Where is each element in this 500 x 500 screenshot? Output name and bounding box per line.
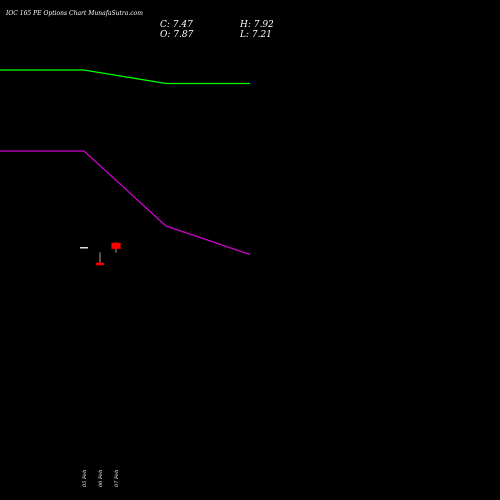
lower-line [0,150,251,256]
low-value: L: 7.21 [239,30,272,40]
date-tick-label: 07 Feb [114,470,120,487]
chart-title: IOC 165 PE Options Chart MunafaSutra.com [5,10,143,17]
high-value: H: 7.92 [239,20,274,30]
candle [95,252,105,266]
candle [80,247,88,249]
line-series-layer [0,69,251,256]
candle-body [80,247,88,249]
upper-line [0,69,250,85]
candle-body [111,242,121,250]
candle [111,242,121,253]
candle-body [95,262,105,266]
candles-layer [80,242,121,266]
open-value: O: 7.87 [160,30,194,40]
close-value: C: 7.47 [160,20,193,30]
date-tick-label: 06 Feb [98,470,104,487]
date-axis: 05 Feb 06 Feb 07 Feb [82,470,120,487]
date-tick-label: 05 Feb [82,470,88,487]
